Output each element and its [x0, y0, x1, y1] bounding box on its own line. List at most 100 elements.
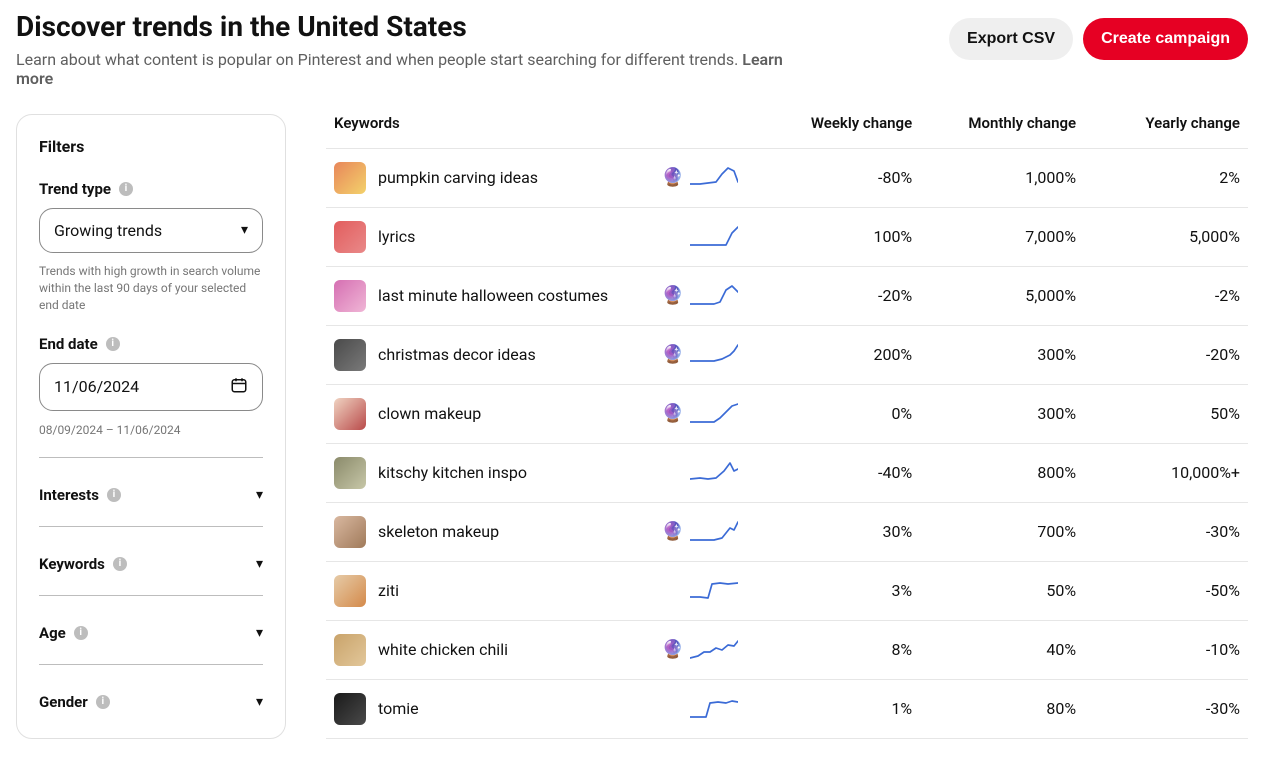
weekly-change: 0%	[756, 384, 920, 443]
page-title: Discover trends in the United States	[16, 10, 816, 44]
monthly-change: 700%	[920, 502, 1084, 561]
keyword-cell: skeleton makeup	[334, 516, 646, 548]
crystal-ball-icon: 🔮	[662, 344, 682, 365]
sparkline	[690, 520, 738, 544]
yearly-change: -2%	[1084, 266, 1248, 325]
sparkline-cell	[662, 225, 748, 249]
yearly-change: 50%	[1084, 384, 1248, 443]
date-range-caption: 08/09/2024 – 11/06/2024	[39, 423, 263, 437]
crystal-ball-icon: 🔮	[662, 285, 682, 306]
keyword-text: christmas decor ideas	[378, 345, 536, 364]
keywords-accordion[interactable]: Keywords i ▾	[39, 527, 263, 575]
table-row[interactable]: clown makeup 🔮 0%300%50%	[326, 384, 1248, 443]
table-row[interactable]: last minute halloween costumes🔮-20%5,000…	[326, 266, 1248, 325]
keyword-thumbnail	[334, 398, 366, 430]
weekly-change: 100%	[756, 207, 920, 266]
sparkline-cell	[662, 697, 748, 721]
sparkline	[690, 579, 738, 603]
sparkline	[690, 225, 738, 249]
monthly-change: 300%	[920, 384, 1084, 443]
keyword-cell: pumpkin carving ideas	[334, 162, 646, 194]
keyword-text: white chicken chili	[378, 640, 508, 659]
age-accordion[interactable]: Age i ▾	[39, 596, 263, 644]
trends-table: Keywords Weekly change Monthly change Ye…	[326, 114, 1248, 739]
sparkline-cell: 🔮	[662, 638, 748, 662]
info-icon[interactable]: i	[119, 182, 133, 196]
filters-panel: Filters Trend type i Growing trends ▾ Tr…	[16, 114, 286, 739]
gender-accordion[interactable]: Gender i ▾	[39, 665, 263, 713]
interests-accordion[interactable]: Interests i ▾	[39, 458, 263, 506]
yearly-change: -10%	[1084, 620, 1248, 679]
yearly-change: -50%	[1084, 561, 1248, 620]
sparkline	[690, 343, 738, 367]
keyword-thumbnail	[334, 634, 366, 666]
filters-heading: Filters	[39, 137, 263, 156]
yearly-change: -30%	[1084, 502, 1248, 561]
yearly-change: 10,000%+	[1084, 443, 1248, 502]
keyword-thumbnail	[334, 457, 366, 489]
chevron-down-icon: ▾	[256, 694, 263, 710]
header-text-block: Discover trends in the United States Lea…	[16, 10, 816, 88]
chevron-down-icon: ▾	[256, 625, 263, 641]
keyword-cell: kitschy kitchen inspo	[334, 457, 646, 489]
sparkline	[690, 166, 738, 190]
sparkline-cell: 🔮	[662, 343, 748, 367]
trend-type-label: Trend type	[39, 180, 111, 198]
keyword-text: last minute halloween costumes	[378, 286, 608, 305]
keyword-thumbnail	[334, 575, 366, 607]
chevron-down-icon: ▾	[256, 487, 263, 503]
trend-type-label-row: Trend type i	[39, 180, 263, 198]
export-csv-button[interactable]: Export CSV	[949, 18, 1073, 60]
table-row[interactable]: tomie1%80%-30%	[326, 679, 1248, 738]
weekly-change: -40%	[756, 443, 920, 502]
keyword-text: kitschy kitchen inspo	[378, 463, 527, 482]
table-row[interactable]: christmas decor ideas🔮200%300%-20%	[326, 325, 1248, 384]
page-header: Discover trends in the United States Lea…	[0, 0, 1264, 102]
col-keywords[interactable]: Keywords	[326, 114, 654, 149]
info-icon[interactable]: i	[96, 695, 110, 709]
sparkline-cell: 🔮	[662, 402, 748, 426]
col-weekly[interactable]: Weekly change	[756, 114, 920, 149]
chevron-down-icon: ▾	[256, 556, 263, 572]
monthly-change: 50%	[920, 561, 1084, 620]
col-spark	[654, 114, 756, 149]
weekly-change: 8%	[756, 620, 920, 679]
weekly-change: 200%	[756, 325, 920, 384]
interests-label: Interests	[39, 486, 99, 504]
crystal-ball-icon: 🔮	[662, 639, 682, 660]
crystal-ball-icon: 🔮	[662, 521, 682, 542]
keyword-thumbnail	[334, 516, 366, 548]
keyword-text: skeleton makeup	[378, 522, 499, 541]
table-row[interactable]: lyrics 100%7,000%5,000%	[326, 207, 1248, 266]
info-icon[interactable]: i	[74, 626, 88, 640]
table-row[interactable]: skeleton makeup 🔮 30%700%-30%	[326, 502, 1248, 561]
keyword-thumbnail	[334, 162, 366, 194]
keyword-cell: last minute halloween costumes	[334, 280, 646, 312]
table-row[interactable]: kitschy kitchen inspo -40%800%10,000%+	[326, 443, 1248, 502]
keyword-text: lyrics	[378, 227, 415, 246]
col-yearly[interactable]: Yearly change	[1084, 114, 1248, 149]
keyword-thumbnail	[334, 221, 366, 253]
monthly-change: 800%	[920, 443, 1084, 502]
info-icon[interactable]: i	[106, 337, 120, 351]
info-icon[interactable]: i	[107, 488, 121, 502]
create-campaign-button[interactable]: Create campaign	[1083, 18, 1248, 60]
keyword-cell: clown makeup	[334, 398, 646, 430]
info-icon[interactable]: i	[113, 557, 127, 571]
table-row[interactable]: ziti3%50%-50%	[326, 561, 1248, 620]
trend-type-select[interactable]: Growing trends ▾	[39, 208, 263, 253]
trend-type-value: Growing trends	[54, 221, 162, 240]
end-date-input[interactable]: 11/06/2024	[39, 363, 263, 411]
yearly-change: 5,000%	[1084, 207, 1248, 266]
header-actions: Export CSV Create campaign	[949, 18, 1248, 60]
table-row[interactable]: pumpkin carving ideas🔮-80%1,000%2%	[326, 148, 1248, 207]
weekly-change: 30%	[756, 502, 920, 561]
weekly-change: 1%	[756, 679, 920, 738]
col-monthly[interactable]: Monthly change	[920, 114, 1084, 149]
main-layout: Filters Trend type i Growing trends ▾ Tr…	[0, 102, 1264, 751]
keyword-thumbnail	[334, 339, 366, 371]
monthly-change: 7,000%	[920, 207, 1084, 266]
table-row[interactable]: white chicken chili🔮8%40%-10%	[326, 620, 1248, 679]
keyword-cell: white chicken chili	[334, 634, 646, 666]
page-subtitle: Learn about what content is popular on P…	[16, 50, 816, 88]
